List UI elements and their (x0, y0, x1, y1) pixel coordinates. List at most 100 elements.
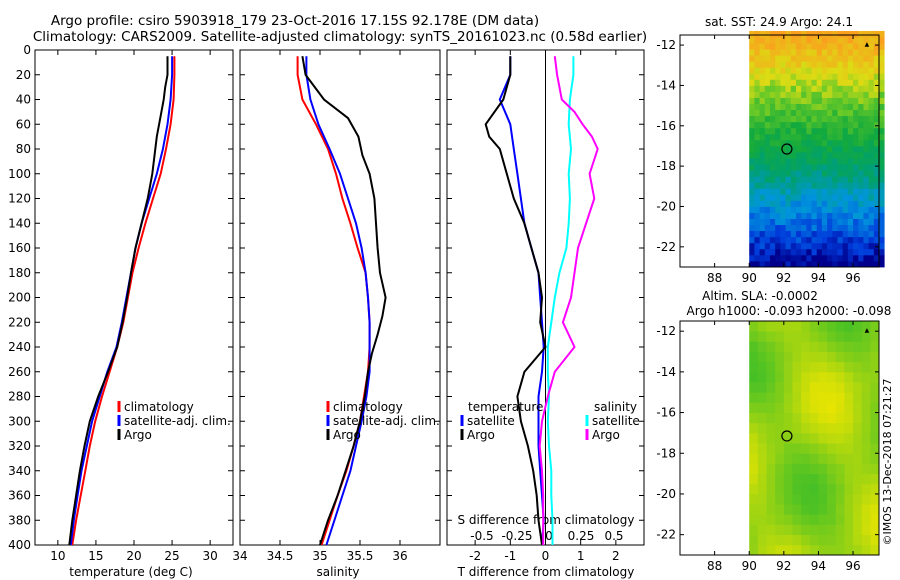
map-cell (775, 504, 785, 515)
map-cell (861, 504, 871, 515)
map-cell (792, 504, 802, 515)
map-cell (806, 200, 812, 207)
map-cell (806, 212, 812, 219)
map-cell (868, 170, 875, 177)
map-cell (783, 412, 793, 424)
map-cell (785, 49, 792, 56)
map-cell (785, 170, 792, 177)
map-cell (790, 254, 797, 262)
map-cell (863, 139, 870, 147)
map-cell (754, 133, 760, 141)
map-cell (795, 176, 802, 183)
map-cell (775, 139, 781, 147)
map-cell (757, 514, 767, 525)
map-cell (827, 382, 837, 393)
map-cell (757, 493, 767, 505)
map-cell (868, 164, 875, 171)
map-cell (827, 133, 833, 141)
map-cell (749, 127, 755, 135)
map-cell (879, 49, 885, 56)
map-cell (806, 236, 812, 244)
map-cell (775, 30, 781, 38)
map-cell (811, 230, 818, 238)
map-cell (821, 37, 828, 44)
map-cell (858, 67, 864, 74)
map-cell (835, 402, 845, 413)
map-cell (754, 200, 760, 207)
map-cell (749, 382, 759, 393)
map-cell (832, 206, 838, 213)
map-cell (780, 121, 786, 129)
map-cell (780, 55, 786, 62)
map-cell (759, 188, 766, 195)
map-cell (795, 188, 802, 195)
map-cell (783, 432, 793, 444)
map-cell (853, 260, 859, 268)
temperature-legend-label-1: satellite-adj. clim. (124, 414, 231, 428)
map-cell (873, 91, 880, 98)
map-cell (818, 483, 828, 495)
map-cell (785, 127, 792, 135)
map-cell (795, 121, 802, 129)
salinity-xlabel: salinity (316, 565, 359, 579)
map-cell (801, 534, 811, 546)
map-cell (769, 139, 776, 147)
map-cell (879, 248, 885, 256)
map-cell (832, 152, 838, 159)
map-cell (806, 260, 812, 268)
map-cell (827, 103, 833, 111)
map-cell (759, 43, 766, 50)
map-cell (806, 109, 812, 117)
map-cell (879, 109, 885, 117)
map-cell (754, 127, 760, 135)
map-cell (837, 176, 844, 183)
map-cell (775, 200, 781, 207)
map-cell (870, 382, 880, 393)
map-cell (780, 103, 786, 111)
map-cell (832, 200, 838, 207)
sla-map-title: Altim. SLA: -0.0002 (702, 289, 818, 303)
map-cell (832, 230, 838, 238)
map-cell (801, 524, 811, 536)
map-cell (780, 164, 786, 171)
map-cell (754, 67, 760, 74)
map-cell (816, 61, 823, 68)
map-cell (759, 158, 766, 165)
map-cell (837, 79, 844, 86)
ytick-label: 180 (8, 266, 31, 280)
map-cell (790, 260, 797, 268)
map-cell (783, 514, 793, 525)
map-cell (754, 85, 760, 92)
map-cell (801, 182, 807, 189)
map-cell (844, 412, 854, 424)
map-cell (783, 463, 793, 474)
map-cell (764, 133, 771, 141)
map-cell (842, 139, 849, 147)
map-cell (766, 544, 776, 556)
map-cell (870, 402, 880, 413)
map-cell (792, 534, 802, 546)
map-cell (764, 103, 771, 111)
map-cell (844, 382, 854, 393)
map-cell (775, 49, 781, 56)
map-cell (775, 164, 781, 171)
map-cell (863, 254, 870, 262)
map-cell (837, 206, 844, 213)
map-cell (764, 73, 771, 80)
map-cell (801, 55, 807, 62)
map-cell (749, 453, 759, 464)
map-cell (816, 145, 823, 153)
map-cell (821, 109, 828, 117)
map-cell (749, 351, 759, 363)
map-cell (868, 133, 875, 141)
map-cell (873, 73, 880, 80)
map-cell (853, 200, 859, 207)
map-cell (879, 91, 885, 98)
map-cell (842, 115, 849, 123)
map-cell (873, 236, 880, 244)
map-cell (792, 514, 802, 525)
sst_map-ytick-label: -18 (656, 159, 676, 173)
map-cell (806, 254, 812, 262)
map-cell (775, 188, 781, 195)
map-cell (811, 73, 818, 80)
